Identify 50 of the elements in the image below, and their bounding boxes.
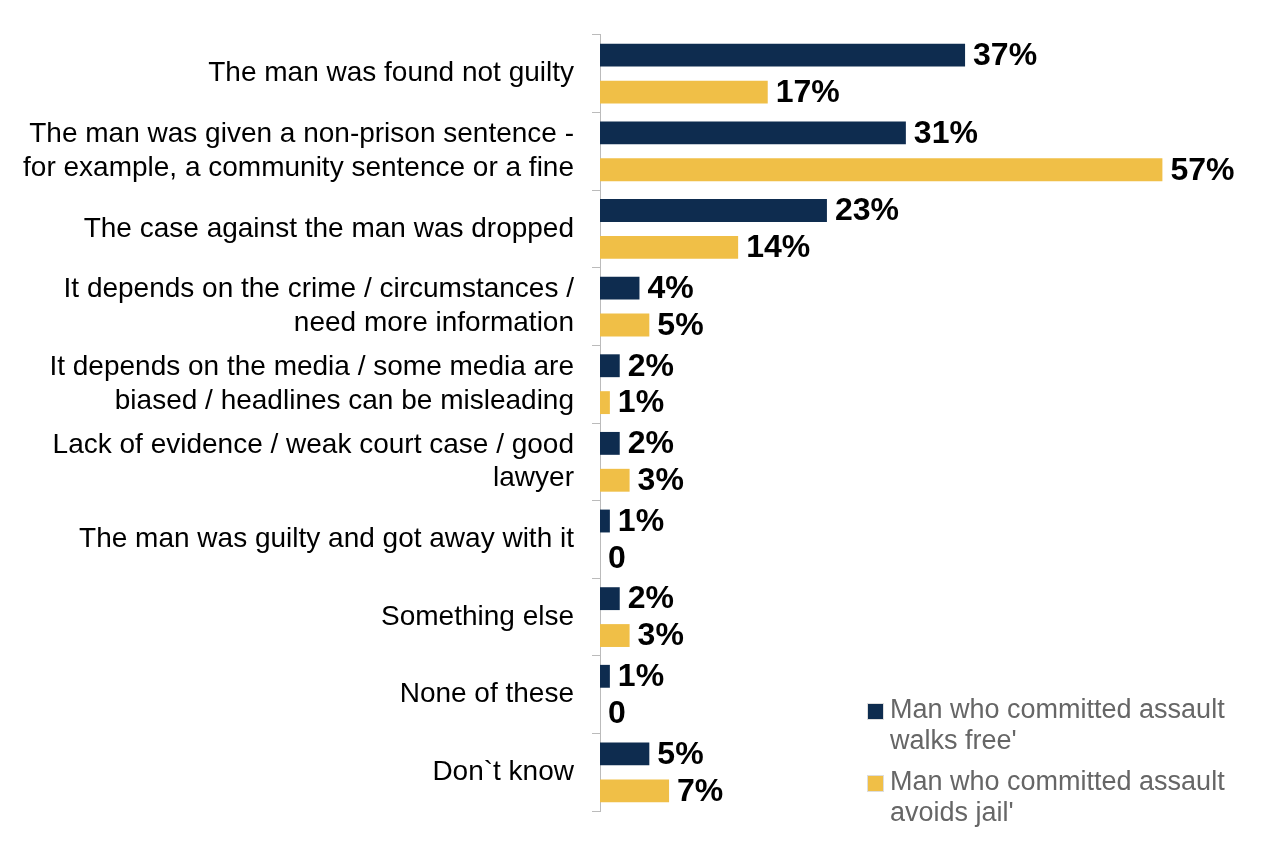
data-label: 17% (775, 72, 840, 109)
data-label: 2% (627, 579, 674, 616)
bar (600, 313, 650, 337)
bar (600, 664, 610, 688)
data-label: 31% (913, 113, 978, 150)
y-tick-label: The case against the man was dropped (83, 211, 574, 243)
data-label: 7% (677, 771, 724, 808)
bar (600, 158, 1163, 182)
bar (600, 391, 610, 415)
data-label: 57% (1170, 150, 1235, 187)
bar (600, 587, 620, 611)
y-tick-label: It depends on the media / some media are biased / headlines can be misleading (49, 350, 574, 415)
data-label: 2% (627, 346, 674, 383)
data-label: 5% (657, 734, 704, 771)
y-tick-label: The man was found not guilty (208, 56, 574, 88)
bar (600, 80, 768, 104)
bar (600, 235, 739, 259)
legend-label: Man who committed assault avoids jail' (890, 766, 1226, 828)
data-label: 5% (657, 305, 704, 342)
data-label: 2% (627, 424, 674, 461)
y-tick-label: It depends on the crime / circumstances / need more information (63, 272, 575, 338)
data-label: 0 (608, 694, 626, 731)
legend-label: Man who committed assault walks free' (890, 694, 1226, 756)
data-label: 3% (637, 461, 684, 498)
data-label: 23% (834, 191, 899, 228)
y-tick-label: None of these (399, 677, 574, 709)
bar (600, 624, 630, 647)
bar (600, 354, 620, 378)
bar (600, 468, 630, 492)
y-tick-label: Don`t know (432, 755, 575, 787)
bar (600, 43, 966, 67)
data-label: 4% (647, 268, 694, 305)
data-label: 14% (746, 228, 811, 265)
y-tick-label: Lack of evidence / weak court case / good lawyer (52, 427, 574, 493)
bar (600, 276, 640, 300)
data-label: 0 (608, 538, 626, 575)
bar (600, 199, 827, 222)
y-tick-label: The man was guilty and got away with it (79, 522, 575, 554)
bar (600, 121, 906, 145)
y-tick-label: The man was given a non-prison sentence - for example, a community sentence or a fine (23, 117, 574, 182)
data-label: 1% (617, 383, 665, 420)
bar (600, 742, 650, 766)
bar (600, 779, 670, 803)
data-label: 37% (973, 36, 1038, 73)
data-label: 3% (637, 616, 684, 653)
bar (600, 431, 620, 455)
data-label: 1% (617, 501, 665, 538)
data-label: 1% (617, 657, 665, 694)
bar (600, 509, 610, 533)
y-tick-label: Something else (380, 599, 574, 631)
